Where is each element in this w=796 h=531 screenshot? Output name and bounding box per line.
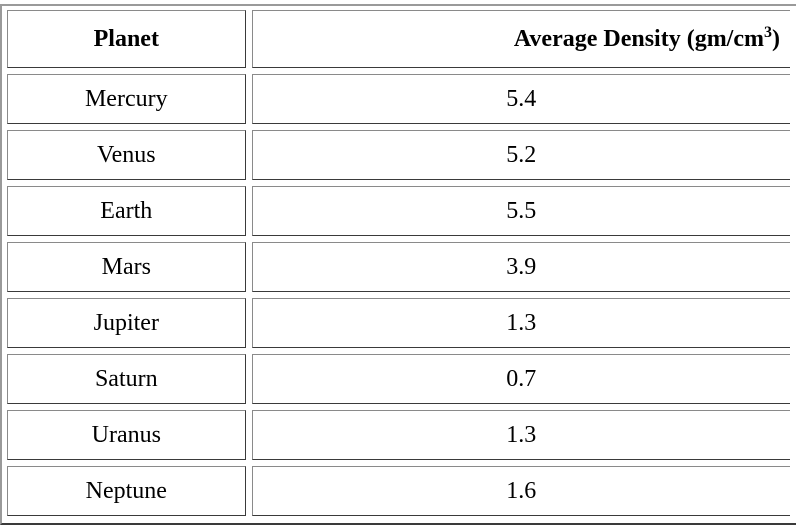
density-value-cell: 5.2: [251, 130, 790, 180]
planet-name-cell: Neptune: [7, 466, 246, 516]
density-value-cell: 1.6: [251, 466, 790, 516]
planet-name-cell: Venus: [7, 130, 246, 180]
planet-name-cell: Mercury: [7, 74, 246, 124]
planet-name-cell: Mars: [7, 242, 246, 292]
header-row: Planet Average Density (gm/cm3): [7, 10, 790, 68]
planet-name-cell: Earth: [7, 186, 246, 236]
table-row: Saturn 0.7: [7, 354, 790, 404]
planet-density-table: Planet Average Density (gm/cm3) Mercury …: [1, 4, 796, 522]
density-value-cell: 5.5: [251, 186, 790, 236]
table-row: Mercury 5.4: [7, 74, 790, 124]
table-row: Jupiter 1.3: [7, 298, 790, 348]
header-density-text: Average Density (gm/cm: [513, 25, 764, 52]
density-value-cell: 3.9: [251, 242, 790, 292]
density-value-cell: 5.4: [251, 74, 790, 124]
header-average-density: Average Density (gm/cm3): [251, 10, 790, 68]
density-value-cell: 1.3: [251, 298, 790, 348]
header-density-close: ): [772, 25, 780, 52]
table-row: Venus 5.2: [7, 130, 790, 180]
table-row: Mars 3.9: [7, 242, 790, 292]
density-value-cell: 0.7: [251, 354, 790, 404]
planet-name-cell: Uranus: [7, 410, 246, 460]
planet-name-cell: Saturn: [7, 354, 246, 404]
header-planet: Planet: [7, 10, 246, 68]
table-frame: [0, 4, 796, 525]
density-value-cell: 1.3: [251, 410, 790, 460]
header-density-exponent: 3: [764, 23, 772, 41]
table-row: Earth 5.5: [7, 186, 790, 236]
table-row: Neptune 1.6: [7, 466, 790, 516]
table-row: Uranus 1.3: [7, 410, 790, 460]
planet-name-cell: Jupiter: [7, 298, 246, 348]
